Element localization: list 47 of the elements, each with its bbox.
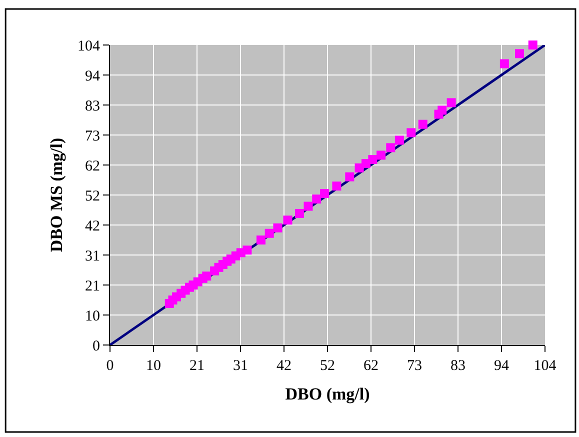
y-tick-label: 104 bbox=[78, 38, 100, 54]
point bbox=[406, 128, 416, 138]
point bbox=[446, 98, 456, 108]
point bbox=[500, 59, 509, 68]
y-tick-label: 62 bbox=[85, 158, 100, 174]
y-tick-label: 31 bbox=[85, 248, 100, 264]
y-tick-label: 52 bbox=[85, 188, 100, 204]
x-tick-label: 0 bbox=[106, 358, 114, 374]
point bbox=[304, 202, 313, 211]
point bbox=[320, 189, 330, 198]
y-tick-label: 94 bbox=[85, 68, 100, 84]
point bbox=[345, 172, 354, 182]
point bbox=[438, 106, 447, 115]
point bbox=[264, 228, 274, 238]
y-tick-label: 42 bbox=[85, 218, 100, 234]
point bbox=[283, 216, 292, 225]
y-tick-label: 73 bbox=[85, 128, 100, 144]
y-tick-label: 21 bbox=[85, 278, 100, 294]
point bbox=[202, 272, 212, 281]
x-axis-title: DBO (mg/l) bbox=[285, 384, 370, 404]
point bbox=[386, 143, 396, 152]
point bbox=[418, 120, 428, 129]
point bbox=[514, 49, 524, 58]
point bbox=[368, 155, 378, 164]
point bbox=[242, 246, 252, 255]
x-tick-label: 42 bbox=[276, 358, 292, 374]
x-tick-label: 94 bbox=[494, 358, 510, 374]
x-tick-label: 73 bbox=[407, 358, 422, 374]
x-tick-label: 83 bbox=[450, 358, 466, 374]
x-tick-label: 52 bbox=[320, 358, 335, 374]
x-tick-label: 21 bbox=[190, 358, 204, 374]
point bbox=[394, 136, 404, 145]
point bbox=[294, 208, 304, 218]
point bbox=[332, 182, 342, 191]
x-tick-label: 62 bbox=[364, 358, 378, 374]
y-axis-title: DBO MS (mg/l) bbox=[47, 138, 66, 252]
x-tick-label: 31 bbox=[233, 358, 248, 374]
point bbox=[312, 194, 322, 204]
point bbox=[256, 236, 266, 244]
y-tick-label: 0 bbox=[92, 338, 100, 354]
point bbox=[528, 40, 538, 50]
y-tick-label: 10 bbox=[85, 308, 100, 324]
x-tick-label: 104 bbox=[534, 358, 557, 374]
x-tick-label: 10 bbox=[146, 358, 161, 374]
y-tick-label: 83 bbox=[85, 98, 100, 114]
point bbox=[273, 223, 282, 232]
point bbox=[376, 150, 386, 160]
